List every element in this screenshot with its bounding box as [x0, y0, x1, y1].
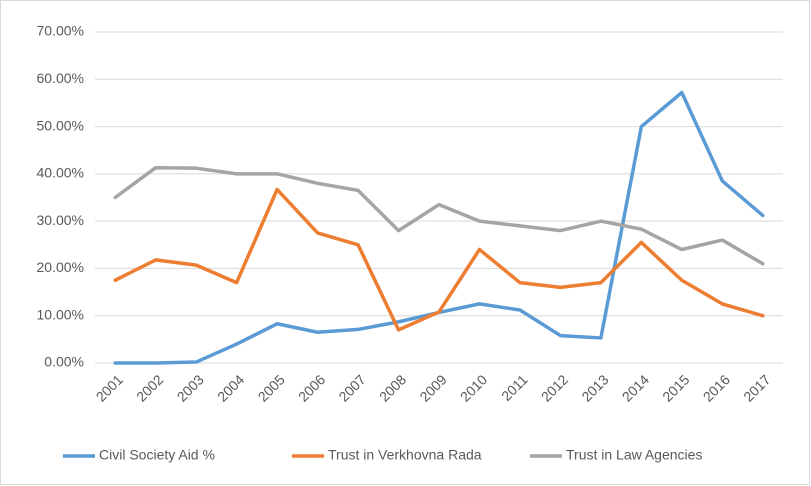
y-tick-label: 50.00% [37, 117, 84, 133]
y-tick-label: 70.00% [37, 23, 84, 39]
y-tick-label: 0.00% [44, 354, 84, 370]
y-tick-label: 60.00% [37, 70, 84, 86]
y-tick-label: 30.00% [37, 212, 84, 228]
y-tick-label: 40.00% [37, 165, 84, 181]
legend-label: Trust in Verkhovna Rada [328, 447, 482, 463]
series-line [113, 165, 765, 266]
legend-label: Trust in Law Agencies [566, 447, 702, 463]
series-line [113, 187, 765, 332]
legend-label: Civil Society Aid % [99, 447, 215, 463]
y-tick-label: 10.00% [37, 306, 84, 322]
y-tick-label: 20.00% [37, 259, 84, 275]
